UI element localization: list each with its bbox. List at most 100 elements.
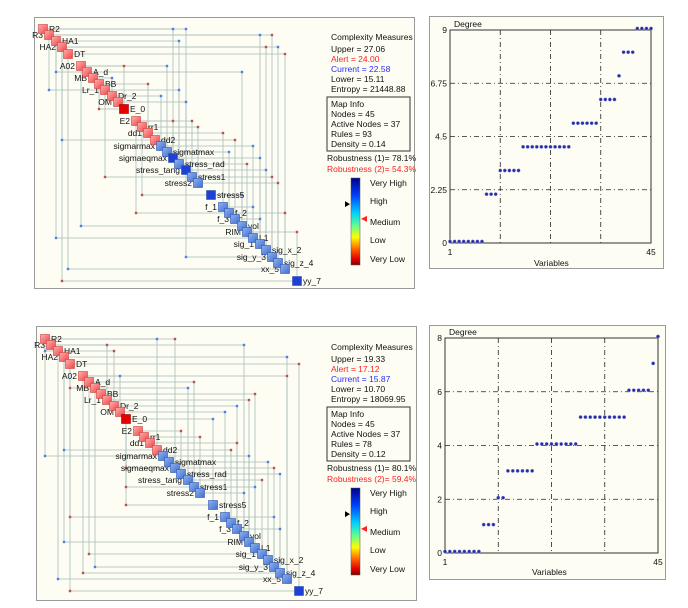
upper-value: Upper = 19.33 (331, 354, 385, 364)
robustness-1: Robustness (1)= 80.1% (327, 463, 417, 473)
data-point (470, 239, 475, 244)
connection-dot (270, 33, 274, 37)
node-sigmarmax (156, 141, 166, 151)
connection-dot (264, 45, 268, 49)
node-label: dd1 (128, 128, 142, 138)
connection-dot (295, 230, 299, 234)
node-label: f_2 (235, 208, 247, 218)
node-label: sigmatmax (175, 457, 217, 467)
node-stress2 (193, 178, 203, 188)
data-point (627, 388, 631, 393)
node-ha2 (59, 352, 69, 362)
data-point (525, 144, 530, 149)
scale-medium: Medium (370, 217, 400, 227)
data-point (472, 549, 476, 554)
data-point (539, 144, 544, 149)
node-sig-z-4 (273, 258, 283, 268)
data-point (602, 415, 607, 420)
data-point (557, 144, 562, 149)
scale-very-low: Very Low (370, 254, 406, 264)
data-point (566, 144, 571, 149)
upper-value: Upper = 27.06 (331, 44, 385, 54)
connection-dot (68, 589, 72, 593)
rules-count: Rules = 93 (331, 129, 372, 139)
data-point (544, 442, 549, 446)
data-point (498, 168, 503, 173)
data-point (612, 415, 617, 420)
x-tick-label: 45 (653, 557, 663, 567)
node-label: stress_rad (187, 469, 227, 479)
y-tick-label: 6.75 (430, 78, 447, 88)
node-f-3 (232, 524, 242, 534)
node-label: stress2 (167, 488, 195, 498)
degree-chart-1: Degree Variables 0 2.25 4.5 6.75 9 1 45 (430, 19, 656, 268)
connection-dot (242, 343, 246, 347)
y-tick-label: 6 (437, 387, 442, 397)
data-point (475, 239, 480, 244)
connection-dot (227, 150, 231, 154)
alert-level-marker (361, 215, 367, 222)
node-xx-5 (280, 264, 290, 274)
data-point (476, 549, 481, 554)
node-labels: R2 R3 HA1 HA2 DT A02 A_d MB BB Lr_1 Dr_2 OM E_0 E2 rr1… (32, 24, 321, 286)
data-point (562, 144, 567, 149)
data-point (515, 468, 520, 473)
data-point (607, 97, 612, 102)
node-sigmatmax (162, 147, 172, 157)
connection-dot (184, 100, 188, 104)
scale-very-high: Very High (370, 488, 407, 498)
data-point (576, 121, 580, 126)
y-axis-label: Degree (454, 19, 482, 29)
data-point (603, 97, 608, 102)
connection-dot (66, 267, 70, 271)
node-sigmaeqmax (168, 153, 178, 163)
connection-dot (283, 211, 287, 215)
data-point (480, 239, 484, 244)
node-label: E2 (122, 426, 133, 436)
density-value: Density = 0.14 (331, 139, 386, 149)
degree-chart-panel-1 (429, 16, 664, 269)
node-r2 (40, 334, 50, 344)
node-label: sigmarmax (115, 451, 157, 461)
data-point (585, 121, 589, 126)
data-point (631, 388, 636, 393)
scale-low: Low (370, 545, 386, 555)
data-point (649, 26, 653, 31)
node-mb (90, 383, 100, 393)
node-label: E_0 (130, 104, 145, 114)
node-stress1 (187, 172, 197, 182)
connection-dots (43, 337, 301, 593)
robustness-scale-1: Very High High Medium Low Very Low (345, 177, 407, 266)
node-label: xx_5 (263, 574, 281, 584)
y-tick-label: 2.25 (430, 185, 447, 195)
data-point (452, 239, 457, 244)
connection-dot (258, 217, 262, 221)
node-r3 (44, 30, 54, 40)
data-point (452, 549, 457, 554)
x-axis-label: Variables (534, 258, 569, 268)
current-level-marker (345, 511, 350, 518)
node-labels: R2 R3 HA1 HA2 DT A02 A_d MB BB Lr_1 Dr_2 OM E_0 E2 rr1… (34, 334, 323, 596)
node-label: DT (76, 359, 87, 369)
connection-dot (190, 119, 194, 123)
node-vol (237, 221, 247, 231)
scale-very-high: Very High (370, 178, 407, 188)
data-point (510, 468, 515, 473)
node-label: vol (248, 221, 259, 231)
data-point (535, 442, 539, 446)
node-label: A02 (62, 371, 77, 381)
node-label: vol (250, 531, 261, 541)
data-point (448, 239, 452, 244)
connection-dot (270, 175, 274, 179)
node-a-d (82, 67, 92, 77)
data-point (481, 522, 486, 527)
data-point (646, 388, 651, 393)
node-label: stress1 (200, 482, 228, 492)
complexity-title: Complexity Measures (331, 342, 413, 352)
node-label: R3 (32, 30, 43, 40)
data-point (630, 50, 635, 55)
node-label: BB (107, 389, 119, 399)
data-point (635, 26, 640, 31)
connection-dot (184, 255, 188, 259)
node-r2 (38, 24, 48, 34)
